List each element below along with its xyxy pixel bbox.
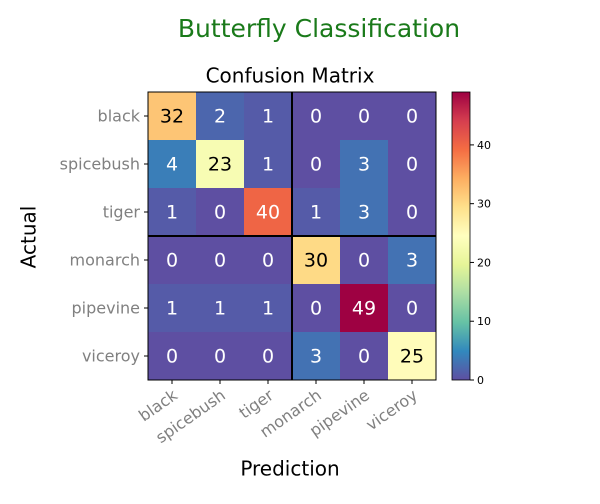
y-tick-label: tiger — [103, 203, 141, 222]
plot-frame — [147, 91, 437, 381]
heatmap-cell — [340, 236, 388, 284]
heatmap-cell — [340, 140, 388, 188]
heatmap-cell — [292, 188, 340, 236]
heatmap-cell — [340, 188, 388, 236]
heatmap-cell-label: 25 — [400, 346, 424, 368]
heatmap-cell — [292, 284, 340, 332]
heatmap-cell-label: 0 — [214, 202, 226, 224]
heatmap-cell — [292, 140, 340, 188]
heatmap-cell — [292, 236, 340, 284]
y-tick-label: monarch — [70, 251, 140, 270]
heatmap-cell — [244, 92, 292, 140]
heatmap-cell-label: 2 — [214, 106, 226, 128]
heatmap-cell-label: 1 — [262, 106, 274, 128]
colorbar — [451, 91, 471, 381]
colorbar-tick-label: 20 — [477, 256, 491, 269]
heatmap-cell-label: 0 — [406, 154, 418, 176]
colorbar-ticks: 0 10 20 30 40 — [470, 139, 491, 387]
y-tick-label: spicebush — [60, 155, 140, 174]
heatmap-cell — [388, 188, 436, 236]
heatmap-cell-label: 3 — [310, 346, 322, 368]
y-tick-label: pipevine — [72, 299, 141, 318]
heatmap-cell — [244, 188, 292, 236]
x-axis-label: Prediction — [240, 457, 339, 481]
heatmap-cell-label: 40 — [256, 202, 280, 224]
heatmap-cell — [292, 332, 340, 380]
heatmap-cell — [148, 284, 196, 332]
y-tick-label: viceroy — [82, 347, 140, 366]
y-axis-ticks: black spicebush tiger monarch pipevine vicero… — [60, 107, 148, 366]
heatmap-cell — [340, 92, 388, 140]
heatmap-cell — [388, 92, 436, 140]
heatmap-cell — [388, 140, 436, 188]
heatmap-cell-label: 0 — [262, 346, 274, 368]
heatmap-cell — [244, 332, 292, 380]
heatmap-cell-label: 1 — [262, 298, 274, 320]
colorbar-tick-label: 40 — [477, 139, 491, 152]
heatmap-cell — [196, 236, 244, 284]
heatmap-cell — [340, 284, 388, 332]
heatmap-cell-label: 1 — [310, 202, 322, 224]
heatmap-cell — [148, 188, 196, 236]
x-tick-label: viceroy — [362, 385, 420, 434]
heatmap-cell-label: 0 — [406, 106, 418, 128]
heatmap-cell-label: 0 — [166, 346, 178, 368]
heatmap-cell-label: 0 — [166, 250, 178, 272]
heatmap-cell — [148, 92, 196, 140]
heatmap-cell — [340, 332, 388, 380]
heatmap-cell — [388, 284, 436, 332]
heatmap-cell-label: 0 — [310, 154, 322, 176]
heatmap-cell — [244, 284, 292, 332]
figure-suptitle: Butterfly Classification — [178, 14, 460, 43]
heatmap-cell — [244, 140, 292, 188]
heatmap-cell — [148, 140, 196, 188]
heatmap-cell-label: 1 — [166, 298, 178, 320]
heatmap-cell — [292, 92, 340, 140]
colorbar-tick-label: 0 — [477, 374, 484, 387]
colorbar-tick-label: 10 — [477, 315, 491, 328]
heatmap-cell-label: 4 — [166, 154, 178, 176]
heatmap-cell-label: 0 — [406, 298, 418, 320]
heatmap-cell-label: 0 — [214, 346, 226, 368]
heatmap-cell-label: 1 — [214, 298, 226, 320]
y-axis-label: Actual — [17, 206, 41, 269]
group-separators — [148, 92, 436, 380]
heatmap-cell-label: 1 — [262, 154, 274, 176]
heatmap-cell-label: 30 — [304, 250, 328, 272]
chart-title: Confusion Matrix — [206, 64, 375, 88]
heatmap-cell-label: 0 — [406, 202, 418, 224]
heatmap-cell-label: 3 — [406, 250, 418, 272]
heatmap-cell-label: 23 — [208, 154, 232, 176]
heatmap-cell-label: 0 — [310, 298, 322, 320]
heatmap-cell-label: 0 — [358, 106, 370, 128]
y-tick-label: black — [98, 107, 141, 126]
heatmap-cell-labels: 32 2 1 0 0 04 23 1 0 3 01 0 40 1 3 00 0 0 30 0 31 1 1 0 49 00 0 0 3 0… — [160, 106, 424, 368]
heatmap-cell — [196, 140, 244, 188]
heatmap-cell — [196, 92, 244, 140]
heatmap-cell-label: 3 — [358, 202, 370, 224]
colorbar-tick-label: 30 — [477, 198, 491, 211]
heatmap-cell-label: 0 — [358, 250, 370, 272]
heatmap-cell-label: 32 — [160, 106, 184, 128]
heatmap-cell — [196, 332, 244, 380]
heatmap-cell — [388, 236, 436, 284]
heatmap-cell-label: 3 — [358, 154, 370, 176]
heatmap-cell — [196, 188, 244, 236]
heatmap-cell-label: 0 — [262, 250, 274, 272]
heatmap-cell-label: 49 — [352, 298, 376, 320]
heatmap-cells — [148, 92, 436, 380]
heatmap-cell-label: 0 — [358, 346, 370, 368]
heatmap-cell-label: 0 — [310, 106, 322, 128]
heatmap-cell-label: 0 — [214, 250, 226, 272]
heatmap-cell — [388, 332, 436, 380]
heatmap-cell — [196, 284, 244, 332]
heatmap-cell-label: 1 — [166, 202, 178, 224]
heatmap-cell — [244, 236, 292, 284]
heatmap-cell — [148, 332, 196, 380]
heatmap-cell — [148, 236, 196, 284]
